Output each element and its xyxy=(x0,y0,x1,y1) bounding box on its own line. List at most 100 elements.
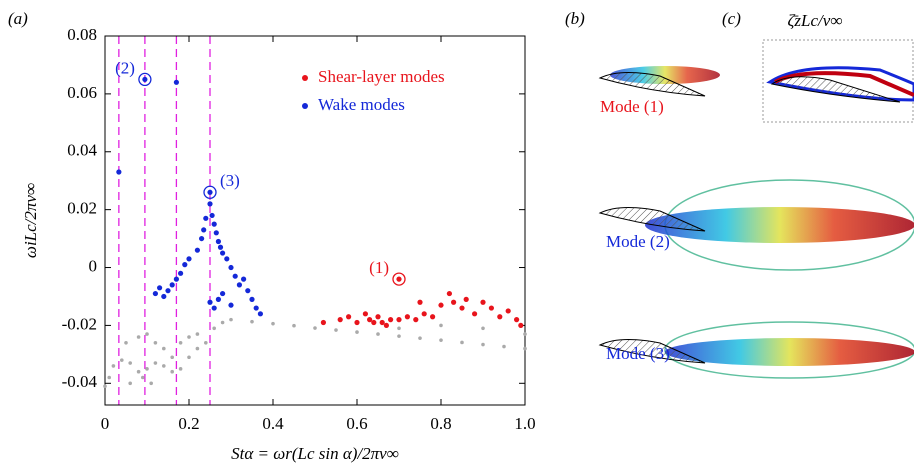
point xyxy=(209,212,215,219)
point xyxy=(187,335,191,339)
point xyxy=(136,369,141,374)
x-tick-label: 0.4 xyxy=(262,414,284,433)
legend-label: Wake modes xyxy=(318,95,405,114)
point xyxy=(379,319,385,326)
point xyxy=(439,323,443,328)
point xyxy=(388,317,394,323)
x-tick-label: 0.2 xyxy=(178,414,199,433)
point xyxy=(128,361,132,365)
point xyxy=(201,227,207,233)
annotation: (3) xyxy=(220,171,240,190)
annotation: (2) xyxy=(115,58,135,77)
mode-field xyxy=(665,338,914,366)
x-tick-label: 1.0 xyxy=(514,414,535,433)
point xyxy=(404,314,410,320)
point xyxy=(212,326,216,331)
point xyxy=(397,326,401,331)
legend-marker xyxy=(302,103,308,109)
point xyxy=(161,293,167,300)
point xyxy=(120,358,124,362)
point xyxy=(417,299,423,305)
point xyxy=(481,342,485,347)
point xyxy=(313,326,317,330)
point xyxy=(236,282,242,288)
y-tick-label: 0 xyxy=(89,256,98,275)
point xyxy=(367,317,373,323)
x-axis-label: Stα = ωr(Lc sin α)/2πv∞ xyxy=(231,444,399,463)
highlight-ring xyxy=(392,272,406,286)
point xyxy=(178,270,184,276)
y-tick-label: -0.02 xyxy=(62,314,97,333)
point xyxy=(250,319,254,324)
point xyxy=(518,322,524,329)
point xyxy=(241,276,247,282)
point xyxy=(204,340,208,345)
point xyxy=(220,320,225,325)
point xyxy=(228,302,234,308)
point xyxy=(396,317,402,323)
point xyxy=(232,273,238,279)
point xyxy=(228,264,234,271)
point xyxy=(488,305,494,311)
point xyxy=(211,221,217,227)
point xyxy=(438,302,444,308)
y-tick-label: 0.06 xyxy=(67,83,97,102)
airfoil xyxy=(598,207,706,232)
point xyxy=(178,367,183,371)
point xyxy=(217,244,224,250)
point xyxy=(245,288,251,294)
point xyxy=(116,169,122,175)
plot-frame xyxy=(104,35,526,406)
point xyxy=(213,230,219,236)
point xyxy=(249,296,255,302)
point xyxy=(103,384,107,388)
point xyxy=(514,317,520,323)
point xyxy=(203,215,209,221)
mode-label: Mode (3) xyxy=(606,344,670,363)
point xyxy=(157,285,163,291)
point xyxy=(173,79,179,85)
point xyxy=(199,235,205,242)
point xyxy=(186,256,192,262)
point xyxy=(376,332,380,336)
point xyxy=(502,344,506,349)
x-tick-label: 0.6 xyxy=(346,414,367,433)
point xyxy=(446,290,452,297)
point xyxy=(207,299,213,305)
point xyxy=(152,290,158,297)
point xyxy=(355,330,359,334)
point xyxy=(320,319,326,326)
point xyxy=(292,323,296,328)
mode-label: Mode (1) xyxy=(600,97,664,116)
point xyxy=(128,381,132,386)
point xyxy=(472,311,478,317)
point xyxy=(173,276,179,282)
point xyxy=(375,314,381,320)
airfoil xyxy=(598,339,706,364)
point xyxy=(153,340,158,345)
point xyxy=(207,201,213,207)
point xyxy=(497,314,503,320)
point xyxy=(224,256,230,262)
point xyxy=(162,364,166,368)
point xyxy=(215,238,221,245)
legend-label: Shear-layer modes xyxy=(318,67,445,86)
point xyxy=(142,76,148,83)
point xyxy=(194,247,200,253)
flow-field-panels xyxy=(598,39,914,379)
point xyxy=(271,321,275,326)
point xyxy=(169,282,175,288)
point xyxy=(229,317,233,322)
point xyxy=(207,189,213,195)
point xyxy=(439,338,443,342)
point xyxy=(421,311,427,317)
airfoil xyxy=(598,72,706,97)
point xyxy=(153,361,158,365)
point xyxy=(257,311,263,317)
point xyxy=(505,308,511,314)
airfoil xyxy=(770,76,901,103)
panel-label: (b) xyxy=(565,9,585,28)
point xyxy=(211,305,217,311)
point xyxy=(182,262,188,268)
